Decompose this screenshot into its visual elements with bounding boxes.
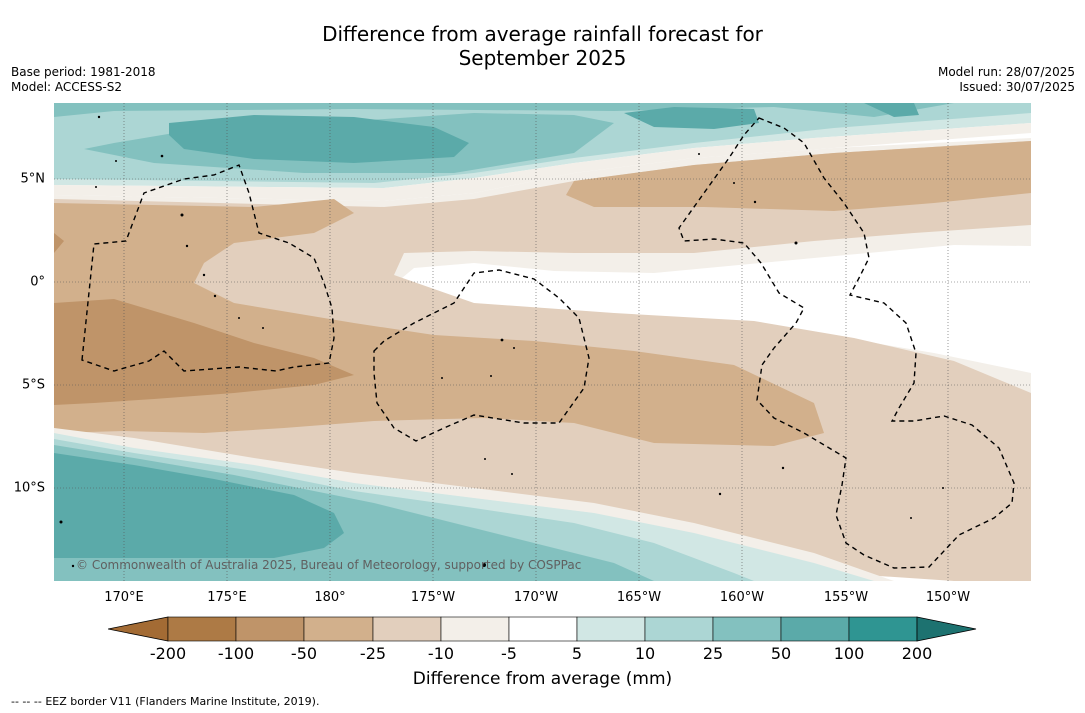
meta-right: Model run: 28/07/2025 Issued: 30/07/2025 (938, 65, 1075, 95)
colorbar-tick-label: -100 (217, 644, 255, 663)
graticule (54, 103, 1031, 581)
island (262, 327, 264, 329)
eez-borders (81, 117, 1015, 569)
lon-label: 170°E (104, 590, 144, 605)
issued-date: Issued: 30/07/2025 (959, 80, 1075, 94)
eez-legend-symbol: -- -- -- (11, 695, 42, 708)
colorbar-bin (235, 616, 305, 642)
colorbar-bin (576, 616, 646, 642)
lat-label: 0° (30, 274, 45, 290)
meta-left: Base period: 1981-2018 Model: ACCESS-S2 (11, 65, 156, 95)
eez-border-west (81, 164, 335, 372)
island (115, 160, 117, 162)
model-run: Model run: 28/07/2025 (937, 65, 1075, 79)
colorbar-bin (508, 616, 578, 642)
island (59, 520, 63, 524)
colorbar-svg (107, 616, 977, 642)
colorbar-bin (644, 616, 714, 642)
band-north-dry-10 (54, 123, 1031, 201)
rainfall-anomaly-map (54, 103, 1031, 581)
island (95, 186, 97, 188)
colorbar-tick-label: -10 (427, 644, 455, 663)
lat-label: 5°S (21, 377, 45, 393)
band-south-wet-100 (54, 453, 344, 565)
colorbar-bin (712, 616, 782, 642)
colorbar-bin (303, 616, 374, 642)
colorbar-bin (440, 616, 510, 642)
colorbar-bin (372, 616, 442, 642)
lon-label: 175°W (410, 590, 456, 605)
colorbar-extend-high (916, 616, 977, 642)
island (160, 154, 164, 158)
island (484, 458, 486, 460)
island (202, 273, 206, 277)
colorbar-tick-label: 200 (901, 644, 933, 663)
island (942, 487, 944, 489)
island (511, 473, 513, 475)
island (71, 564, 75, 568)
model-name: Model: ACCESS-S2 (11, 80, 123, 94)
island (185, 244, 189, 248)
island (238, 317, 240, 319)
colorbar-tick-label: -5 (501, 644, 517, 663)
colorbar-tick-label: 25 (702, 644, 724, 663)
chart-title-line1: Difference from average rainfall forecas… (322, 22, 763, 46)
island (500, 338, 504, 342)
colorbar-extend-low (107, 616, 169, 642)
colorbar-tick-label: -50 (290, 644, 318, 663)
colorbar (107, 616, 978, 642)
eez-legend-text: EEZ border V11 (Flanders Marine Institut… (45, 695, 320, 708)
lon-label: 155°W (823, 590, 869, 605)
lat-label: 5°N (20, 171, 46, 187)
lat-label: 10°S (13, 480, 45, 496)
colorbar-tick-label: 10 (634, 644, 656, 663)
island (733, 182, 735, 184)
colorbar-title: Difference from average (mm) (412, 669, 673, 689)
map-canvas (54, 103, 1031, 581)
colorbar-tick-label: 50 (770, 644, 792, 663)
island (213, 294, 217, 298)
colorbar-tick-label: 5 (571, 644, 583, 663)
colorbar-bin (848, 616, 918, 642)
band-north-wet-100 (169, 103, 919, 163)
south-wet-edge (54, 558, 474, 581)
island (794, 241, 798, 245)
island (441, 377, 443, 379)
lon-label: 160°W (719, 590, 765, 605)
island (180, 213, 184, 217)
colorbar-tick-label: 100 (833, 644, 865, 663)
lon-label: 165°W (616, 590, 662, 605)
lon-label: 175°E (207, 590, 247, 605)
island (97, 115, 101, 119)
eez-legend-note: -- -- -- EEZ border V11 (Flanders Marine… (11, 695, 319, 708)
colorbar-tick-label: -200 (149, 644, 187, 663)
island (490, 375, 492, 377)
island (698, 153, 700, 155)
island (482, 563, 486, 567)
colorbar-bin (780, 616, 850, 642)
base-period: Base period: 1981-2018 (11, 65, 156, 79)
eez-border-east (678, 117, 1015, 569)
chart-title-line2: September 2025 (458, 46, 627, 70)
island (910, 517, 912, 519)
colorbar-tick-label: -25 (359, 644, 387, 663)
colorbar-bin (167, 616, 237, 642)
eez-border-central (373, 269, 590, 442)
island (513, 347, 515, 349)
band-dry-100 (54, 233, 354, 405)
island (753, 200, 757, 204)
lon-label: 170°W (513, 590, 559, 605)
copyright-credit: © Commonwealth of Australia 2025, Bureau… (76, 558, 582, 572)
island (781, 466, 785, 470)
islands (59, 115, 944, 568)
lon-label: 180° (314, 590, 346, 605)
island (718, 492, 722, 496)
lon-label: 150°W (925, 590, 971, 605)
